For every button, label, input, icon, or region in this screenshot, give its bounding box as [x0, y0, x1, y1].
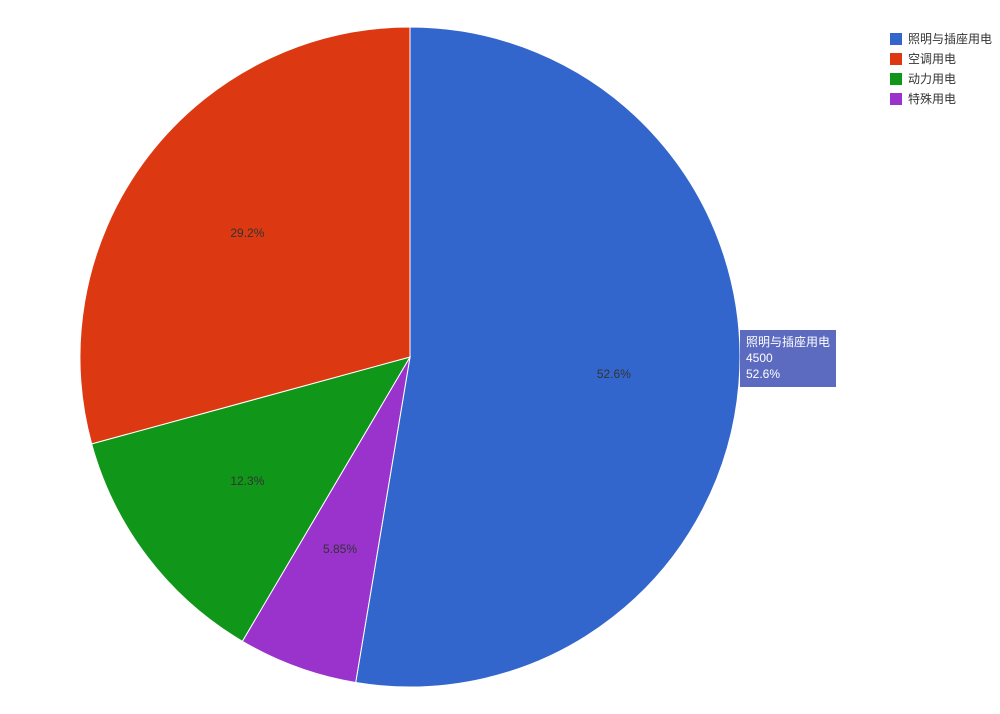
legend-item[interactable]: 特殊用电: [890, 90, 992, 107]
legend-label: 动力用电: [908, 70, 956, 87]
pie-slice[interactable]: [356, 27, 740, 687]
legend-item[interactable]: 动力用电: [890, 70, 992, 87]
pie-chart: [0, 0, 1000, 714]
legend-label: 照明与插座用电: [908, 30, 992, 47]
legend-swatch: [890, 33, 902, 45]
legend-label: 空调用电: [908, 50, 956, 67]
legend-swatch: [890, 93, 902, 105]
legend: 照明与插座用电空调用电动力用电特殊用电: [890, 30, 992, 110]
legend-item[interactable]: 空调用电: [890, 50, 992, 67]
legend-swatch: [890, 53, 902, 65]
legend-item[interactable]: 照明与插座用电: [890, 30, 992, 47]
legend-label: 特殊用电: [908, 90, 956, 107]
legend-swatch: [890, 73, 902, 85]
